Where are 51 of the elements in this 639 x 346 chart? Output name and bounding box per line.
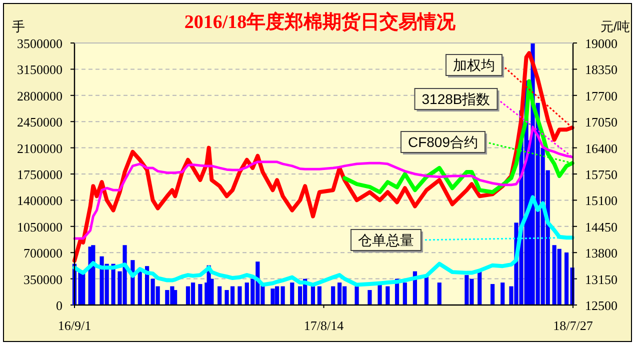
x-tick-label: 18/7/27	[553, 318, 594, 333]
text: 3128B指数	[422, 91, 490, 107]
bar	[402, 282, 407, 305]
bar	[280, 286, 285, 305]
x-tick-label: 16/9/1	[58, 318, 92, 333]
bar	[317, 286, 322, 305]
y2-tick-label: 17050	[585, 114, 618, 130]
y-axis-title: 手	[12, 19, 25, 34]
bar	[238, 286, 242, 305]
series-label: CF809合约	[408, 134, 478, 150]
bar	[138, 271, 142, 305]
text: 加权均	[453, 57, 495, 73]
y2-tick-label: 16400	[585, 140, 618, 156]
y2-tick-label: 14450	[585, 219, 618, 234]
y-tick-label: 2450000	[17, 114, 62, 130]
y-tick-label: 3150000	[17, 62, 62, 78]
bar	[270, 288, 275, 305]
y-tick-label: 2100000	[17, 140, 62, 156]
bar	[386, 286, 390, 305]
bar	[218, 286, 222, 305]
y-tick-label: 0	[56, 298, 62, 313]
y-tick-label: 2800000	[17, 88, 62, 104]
y-tick-label: 1400000	[17, 193, 62, 208]
bar	[331, 286, 336, 305]
y2-tick-label: 12500	[585, 298, 618, 313]
bar	[310, 286, 316, 305]
y2-tick-label: 15100	[585, 193, 618, 208]
y2-tick-label: 19000	[585, 36, 618, 51]
bar	[437, 282, 442, 305]
y-tick-label: 1050000	[17, 219, 62, 234]
chart-title: 2016/18年度郑棉期货日交易情况	[184, 11, 457, 33]
bar	[198, 284, 202, 305]
y-tick-label: 350000	[24, 272, 62, 287]
y2-tick-label: 13150	[585, 272, 618, 287]
y2-tick-label: 17700	[585, 88, 618, 104]
bar	[290, 282, 294, 305]
y2-axis-title: 元/吨	[600, 19, 630, 34]
y2-tick-label: 18350	[585, 62, 618, 78]
bar	[500, 282, 505, 305]
bar	[173, 290, 178, 305]
y2-tick-label: 13800	[585, 246, 618, 261]
y-tick-label: 3500000	[17, 36, 62, 51]
y-tick-label: 1750000	[17, 167, 62, 182]
bar	[478, 271, 482, 305]
x-tick-label: 17/8/14	[304, 318, 344, 333]
bar	[354, 286, 359, 305]
text: 仓单总量	[358, 232, 414, 248]
bar	[490, 284, 495, 305]
bar	[368, 290, 372, 305]
y2-tick-label: 15750	[585, 167, 618, 182]
y-tick-label: 700000	[24, 246, 62, 261]
